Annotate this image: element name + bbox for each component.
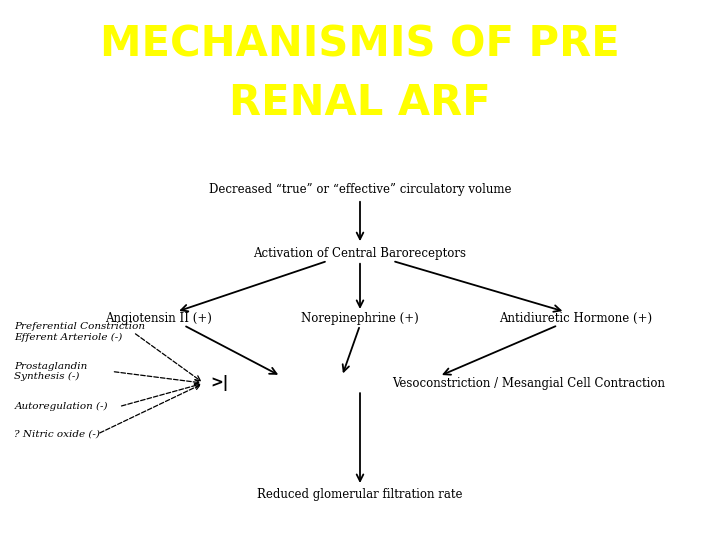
- Text: Vesoconstriction / Mesangial Cell Contraction: Vesoconstriction / Mesangial Cell Contra…: [392, 377, 665, 390]
- Text: Decreased “true” or “effective” circulatory volume: Decreased “true” or “effective” circulat…: [209, 183, 511, 195]
- Text: Norepinephrine (+): Norepinephrine (+): [301, 312, 419, 325]
- Text: Prostaglandin
Synthesis (-): Prostaglandin Synthesis (-): [14, 362, 88, 381]
- Text: Activation of Central Baroreceptors: Activation of Central Baroreceptors: [253, 247, 467, 260]
- Text: Reduced glomerular filtration rate: Reduced glomerular filtration rate: [257, 488, 463, 502]
- Text: ? Nitric oxide (-): ? Nitric oxide (-): [14, 430, 100, 438]
- Text: MECHANISMIS OF PRE: MECHANISMIS OF PRE: [100, 23, 620, 65]
- Text: Antidiuretic Hormone (+): Antidiuretic Hormone (+): [500, 312, 652, 325]
- Text: Autoregulation (-): Autoregulation (-): [14, 402, 108, 411]
- Text: >|: >|: [210, 375, 229, 391]
- Text: Angiotensin II (+): Angiotensin II (+): [105, 312, 212, 325]
- Text: Preferential Constriction
Efferent Arteriole (-): Preferential Constriction Efferent Arter…: [14, 322, 145, 342]
- Text: RENAL ARF: RENAL ARF: [229, 82, 491, 124]
